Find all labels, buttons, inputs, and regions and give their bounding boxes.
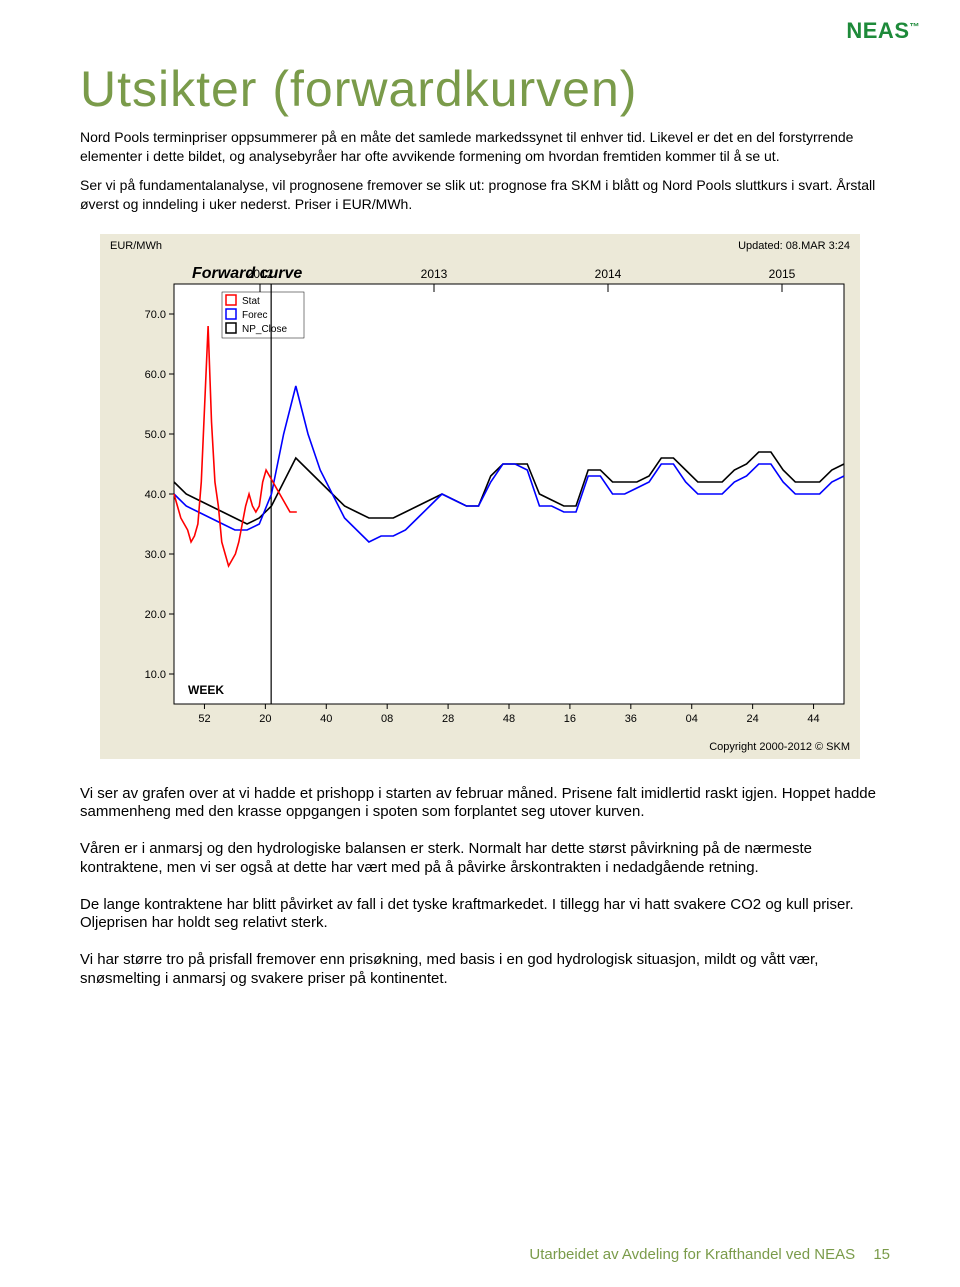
svg-text:28: 28 <box>442 713 454 725</box>
body-text: Vi ser av grafen over at vi hadde et pri… <box>80 785 880 989</box>
svg-text:60.0: 60.0 <box>145 369 166 381</box>
svg-text:2014: 2014 <box>595 267 622 281</box>
paragraph-4: Vi har større tro på prisfall fremover e… <box>80 951 880 989</box>
svg-text:50.0: 50.0 <box>145 429 166 441</box>
paragraph-2: Våren er i anmarsj og den hydrologiske b… <box>80 840 880 878</box>
paragraph-3: De lange kontraktene har blitt påvirket … <box>80 896 880 934</box>
svg-text:20.0: 20.0 <box>145 609 166 621</box>
svg-text:10.0: 10.0 <box>145 669 166 681</box>
svg-text:40: 40 <box>320 713 332 725</box>
page-number: 15 <box>873 1246 890 1263</box>
chart-ylabel: EUR/MWh <box>110 240 162 252</box>
svg-text:Forec: Forec <box>242 310 268 321</box>
brand-logo: NEAS <box>846 18 920 44</box>
svg-text:70.0: 70.0 <box>145 309 166 321</box>
svg-text:08: 08 <box>381 713 393 725</box>
svg-text:36: 36 <box>625 713 637 725</box>
page-content: Utsikter (forwardkurven) Nord Pools term… <box>0 0 960 989</box>
svg-text:24: 24 <box>747 713 759 725</box>
intro-paragraph-1: Nord Pools terminpriser oppsummerer på e… <box>80 128 880 166</box>
page-title: Utsikter (forwardkurven) <box>80 60 880 118</box>
svg-text:2015: 2015 <box>769 267 796 281</box>
chart-header: EUR/MWh Updated: 08.MAR 3:24 <box>104 238 856 254</box>
chart-updated: Updated: 08.MAR 3:24 <box>738 240 850 252</box>
svg-text:20: 20 <box>259 713 271 725</box>
svg-text:16: 16 <box>564 713 576 725</box>
footer-text: Utarbeidet av Avdeling for Krafthandel v… <box>529 1246 855 1263</box>
chart-copyright: Copyright 2000-2012 © SKM <box>104 739 856 755</box>
intro-paragraph-2: Ser vi på fundamentalanalyse, vil progno… <box>80 176 880 214</box>
svg-text:04: 04 <box>686 713 698 725</box>
svg-text:NP_Close: NP_Close <box>242 324 287 335</box>
page-footer: Utarbeidet av Avdeling for Krafthandel v… <box>529 1246 890 1263</box>
svg-text:WEEK: WEEK <box>188 683 224 697</box>
paragraph-1: Vi ser av grafen over at vi hadde et pri… <box>80 785 880 823</box>
svg-text:40.0: 40.0 <box>145 489 166 501</box>
svg-text:52: 52 <box>198 713 210 725</box>
svg-text:48: 48 <box>503 713 515 725</box>
svg-text:Stat: Stat <box>242 296 260 307</box>
svg-text:2013: 2013 <box>421 267 448 281</box>
svg-text:2012: 2012 <box>247 267 274 281</box>
svg-text:30.0: 30.0 <box>145 549 166 561</box>
svg-text:44: 44 <box>807 713 819 725</box>
forward-curve-chart: EUR/MWh Updated: 08.MAR 3:24 Forward cur… <box>100 234 860 759</box>
chart-svg: Forward curve10.020.030.040.050.060.070.… <box>104 254 856 739</box>
